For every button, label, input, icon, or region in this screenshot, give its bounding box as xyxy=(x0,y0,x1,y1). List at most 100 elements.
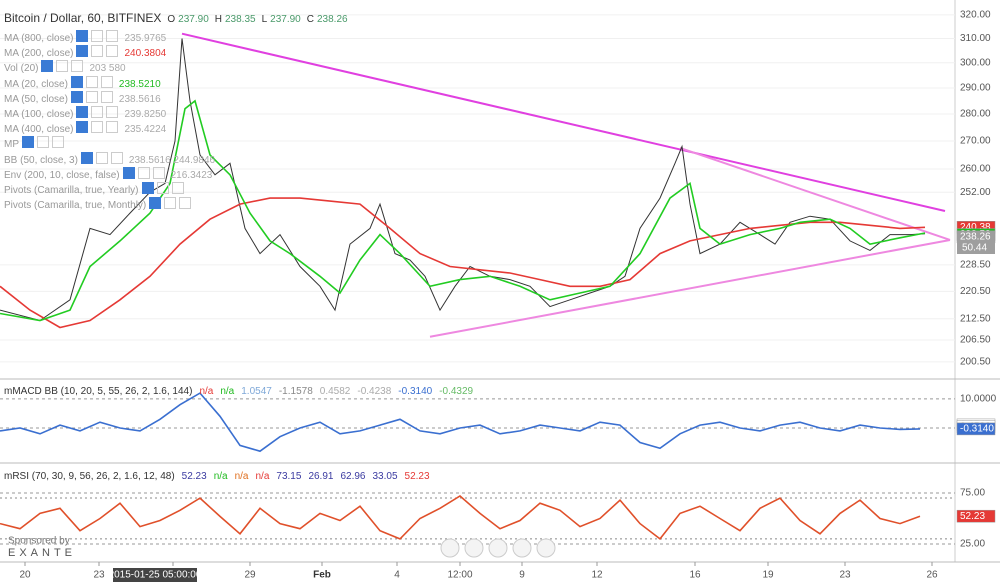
x-tick-label: 20 xyxy=(19,570,31,581)
btn-icon[interactable] xyxy=(71,60,84,73)
x-tick-label: 26 xyxy=(926,570,938,581)
legend-value: n/a xyxy=(220,386,235,397)
x-tick-label: 16 xyxy=(689,570,701,581)
y-tick-label: 10.0000 xyxy=(960,394,997,405)
pane-title: mRSI (70, 30, 9, 56, 26, 2, 1.6, 12, 48) xyxy=(4,471,175,482)
btn-icon[interactable] xyxy=(106,45,119,58)
crosshair-date-box xyxy=(113,568,197,582)
x-tick-label: 23 xyxy=(93,570,105,581)
legend-value: -0.3140 xyxy=(398,386,433,397)
btn-icon[interactable] xyxy=(76,45,89,58)
btn-zoom[interactable] xyxy=(488,538,508,558)
legend-name: MA (50, close) xyxy=(4,93,68,105)
legend-row: MA (200, close) 240.3804 xyxy=(4,45,166,59)
series-line xyxy=(0,38,926,322)
btn-icon[interactable] xyxy=(106,106,119,118)
ohlc-value: 238.26 xyxy=(316,14,348,25)
ohlc-name: C xyxy=(306,14,314,25)
y-tick-label: 270.00 xyxy=(960,136,991,147)
value-box-label: 240.38 xyxy=(960,222,991,233)
btn-icon[interactable] xyxy=(85,75,98,88)
ohlc-value: 237.90 xyxy=(178,14,209,25)
series-line xyxy=(0,99,926,322)
value-box-label: 52.23 xyxy=(960,511,985,522)
btn-icon[interactable] xyxy=(70,90,83,103)
trend-line xyxy=(181,32,946,212)
btn-icon[interactable] xyxy=(141,182,154,194)
legend-value: 238.5616 xyxy=(118,93,161,105)
pane-title: mMACD BB (10, 20, 5, 55, 26, 2, 1.6, 144… xyxy=(4,386,193,397)
btn-icon[interactable] xyxy=(100,90,113,103)
btn-zoom[interactable] xyxy=(440,538,460,558)
trend-line xyxy=(429,238,951,338)
y-tick-label: 320.00 xyxy=(960,10,991,21)
y-tick-label: 310.00 xyxy=(960,33,991,44)
btn-icon[interactable] xyxy=(91,30,104,42)
btn-zoom[interactable] xyxy=(464,538,484,558)
btn-icon[interactable] xyxy=(95,151,108,164)
legend-name: MP xyxy=(4,139,19,151)
btn-icon[interactable] xyxy=(22,136,34,149)
legend-row: MA (100, close) 239.8250 xyxy=(4,106,166,120)
btn-icon[interactable] xyxy=(106,30,119,42)
x-tick-label: 23 xyxy=(839,570,851,581)
legend-row: MA (400, close) 235.4224 xyxy=(4,121,166,135)
x-tick-label: 12 xyxy=(591,570,603,581)
legend-name: Pivots (Camarilla, true, Yearly) xyxy=(4,185,139,196)
btn-icon[interactable] xyxy=(164,197,177,210)
btn-icon[interactable] xyxy=(76,30,89,42)
y-tick-label: 300.00 xyxy=(960,57,991,68)
btn-icon[interactable] xyxy=(70,75,83,88)
btn-icon[interactable] xyxy=(85,90,98,103)
legend-value: 239.8250 xyxy=(124,109,167,120)
x-tick-label: 19 xyxy=(762,570,774,581)
legend-value: 235.4224 xyxy=(124,124,167,136)
y-tick-label: 280.00 xyxy=(960,109,991,120)
btn-icon[interactable] xyxy=(137,166,150,179)
x-tick-label: 4 xyxy=(394,570,400,581)
legend-row: Env (200, 10, close, false) 216.3423 xyxy=(4,166,212,181)
ohlc-value: 237.90 xyxy=(270,14,301,25)
btn-icon[interactable] xyxy=(37,136,49,149)
legend-name: MA (20, close) xyxy=(4,78,68,90)
btn-icon[interactable] xyxy=(80,151,93,164)
btn-icon[interactable] xyxy=(179,197,192,210)
legend-value: 238.5616 244.9846 xyxy=(128,154,216,166)
btn-icon[interactable] xyxy=(100,75,113,88)
btn-icon[interactable] xyxy=(41,60,54,73)
btn-icon[interactable] xyxy=(91,121,104,134)
legend-name: MA (100, close) xyxy=(4,109,74,120)
crosshair-date: 2015-01-25 05:00:00 xyxy=(109,570,202,581)
btn-icon[interactable] xyxy=(52,136,64,149)
btn-zoom[interactable] xyxy=(536,538,556,558)
btn-icon[interactable] xyxy=(56,60,69,73)
legend-row: MP xyxy=(4,136,64,150)
btn-icon[interactable] xyxy=(110,151,123,164)
x-tick-label: 12:00 xyxy=(447,570,472,581)
btn-icon[interactable] xyxy=(76,121,89,134)
pane-title: Bitcoin / Dollar, 60, BITFINEX xyxy=(4,11,162,25)
btn-icon[interactable] xyxy=(106,121,119,134)
legend-row: Vol (20) 203 580 xyxy=(4,60,126,74)
legend-value: n/a xyxy=(234,471,249,482)
legend-value: n/a xyxy=(199,386,214,397)
btn-zoom[interactable] xyxy=(512,538,532,558)
btn-icon[interactable] xyxy=(76,106,89,118)
btn-icon[interactable] xyxy=(149,197,162,210)
y-tick-label: 75.00 xyxy=(960,488,985,499)
btn-icon[interactable] xyxy=(171,182,184,194)
btn-icon[interactable] xyxy=(122,166,135,179)
legend-name: MA (400, close) xyxy=(4,124,74,136)
value-box-label: -0.3140 xyxy=(960,424,994,435)
legend-value: 203 580 xyxy=(89,63,126,75)
btn-icon[interactable] xyxy=(91,106,104,118)
legend-value: 52.23 xyxy=(404,471,430,482)
series-line xyxy=(0,392,921,453)
btn-icon[interactable] xyxy=(156,182,169,194)
btn-icon[interactable] xyxy=(91,45,104,58)
legend-value: 240.3804 xyxy=(124,48,167,60)
btn-icon[interactable] xyxy=(152,166,165,179)
legend-row: Pivots (Camarilla, true, Monthly) xyxy=(4,197,192,211)
series-line xyxy=(0,495,921,541)
